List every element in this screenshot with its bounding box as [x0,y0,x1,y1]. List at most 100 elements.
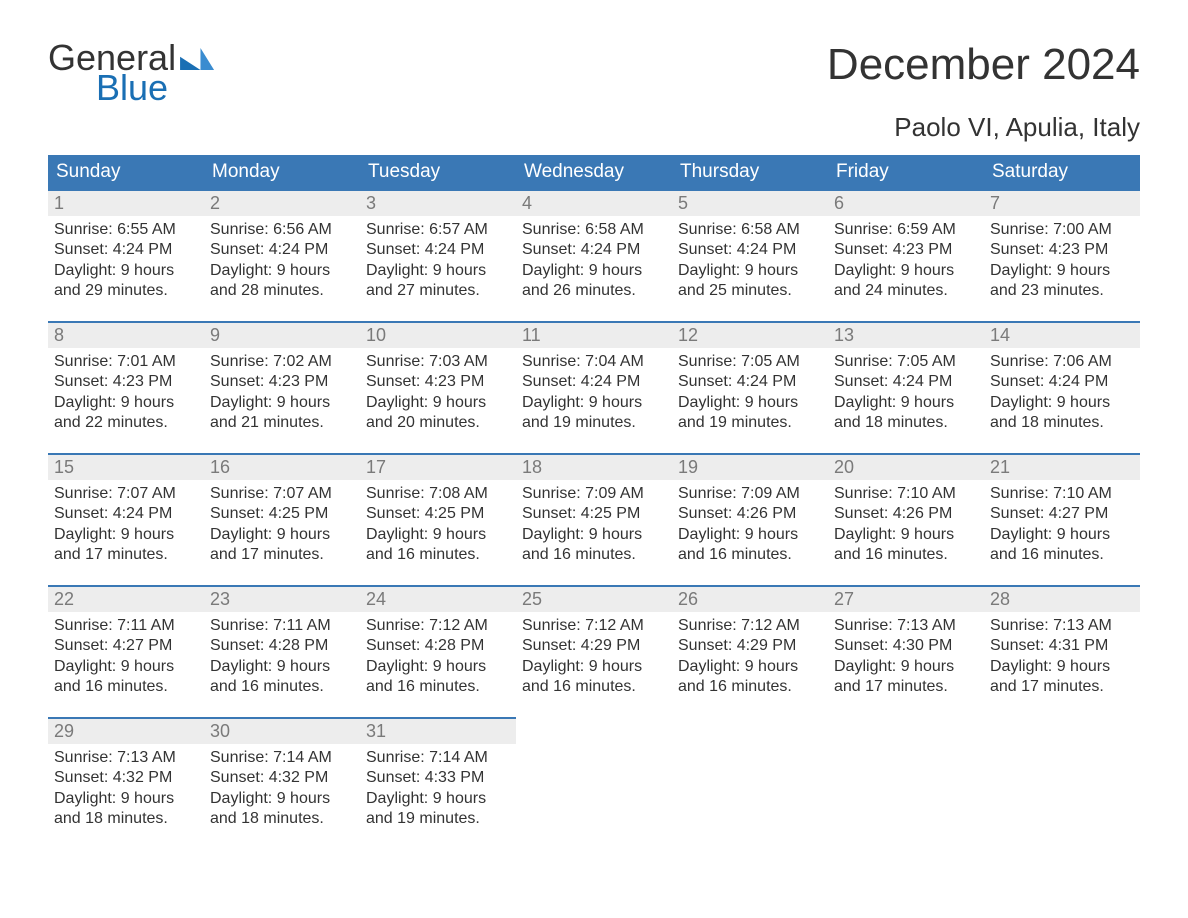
day-number: 26 [672,585,828,612]
calendar-table: SundayMondayTuesdayWednesdayThursdayFrid… [48,155,1140,849]
daylight-line1: Daylight: 9 hours [990,261,1134,281]
daylight-line2: and 16 minutes. [366,677,510,697]
day-body: Sunrise: 6:59 AMSunset: 4:23 PMDaylight:… [828,216,984,306]
sunrise-text: Sunrise: 7:00 AM [990,220,1134,240]
daylight-line1: Daylight: 9 hours [210,657,354,677]
daylight-line2: and 16 minutes. [834,545,978,565]
calendar-cell [984,717,1140,849]
day-body: Sunrise: 7:12 AMSunset: 4:29 PMDaylight:… [516,612,672,702]
sunset-text: Sunset: 4:25 PM [210,504,354,524]
daylight-line2: and 17 minutes. [210,545,354,565]
day-body: Sunrise: 7:11 AMSunset: 4:27 PMDaylight:… [48,612,204,702]
daylight-line2: and 29 minutes. [54,281,198,301]
daylight-line1: Daylight: 9 hours [54,261,198,281]
daylight-line2: and 18 minutes. [210,809,354,829]
day-body: Sunrise: 7:05 AMSunset: 4:24 PMDaylight:… [672,348,828,438]
daylight-line1: Daylight: 9 hours [522,657,666,677]
sunrise-text: Sunrise: 7:03 AM [366,352,510,372]
sunset-text: Sunset: 4:26 PM [834,504,978,524]
weekday-header: Sunday [48,155,204,189]
daylight-line2: and 17 minutes. [834,677,978,697]
calendar-row: 8Sunrise: 7:01 AMSunset: 4:23 PMDaylight… [48,321,1140,453]
daylight-line1: Daylight: 9 hours [54,789,198,809]
daylight-line1: Daylight: 9 hours [522,525,666,545]
calendar-cell: 6Sunrise: 6:59 AMSunset: 4:23 PMDaylight… [828,189,984,321]
day-body: Sunrise: 7:07 AMSunset: 4:25 PMDaylight:… [204,480,360,570]
daylight-line2: and 22 minutes. [54,413,198,433]
daylight-line1: Daylight: 9 hours [522,261,666,281]
daylight-line2: and 16 minutes. [54,677,198,697]
day-number: 6 [828,189,984,216]
daylight-line1: Daylight: 9 hours [210,789,354,809]
calendar-cell: 4Sunrise: 6:58 AMSunset: 4:24 PMDaylight… [516,189,672,321]
sunset-text: Sunset: 4:24 PM [678,372,822,392]
calendar-row: 22Sunrise: 7:11 AMSunset: 4:27 PMDayligh… [48,585,1140,717]
sunrise-text: Sunrise: 7:01 AM [54,352,198,372]
day-body: Sunrise: 7:14 AMSunset: 4:32 PMDaylight:… [204,744,360,834]
daylight-line2: and 19 minutes. [678,413,822,433]
day-number: 11 [516,321,672,348]
day-number: 4 [516,189,672,216]
sunset-text: Sunset: 4:29 PM [522,636,666,656]
sunset-text: Sunset: 4:32 PM [54,768,198,788]
day-body: Sunrise: 7:06 AMSunset: 4:24 PMDaylight:… [984,348,1140,438]
sunset-text: Sunset: 4:28 PM [366,636,510,656]
sunset-text: Sunset: 4:24 PM [54,240,198,260]
day-body: Sunrise: 7:07 AMSunset: 4:24 PMDaylight:… [48,480,204,570]
weekday-header: Monday [204,155,360,189]
calendar-cell: 11Sunrise: 7:04 AMSunset: 4:24 PMDayligh… [516,321,672,453]
daylight-line2: and 16 minutes. [522,545,666,565]
day-number: 10 [360,321,516,348]
day-body: Sunrise: 7:10 AMSunset: 4:26 PMDaylight:… [828,480,984,570]
sunrise-text: Sunrise: 7:10 AM [834,484,978,504]
sunset-text: Sunset: 4:24 PM [522,240,666,260]
daylight-line2: and 16 minutes. [210,677,354,697]
sunrise-text: Sunrise: 7:05 AM [678,352,822,372]
calendar-cell: 24Sunrise: 7:12 AMSunset: 4:28 PMDayligh… [360,585,516,717]
sunset-text: Sunset: 4:31 PM [990,636,1134,656]
calendar-cell: 26Sunrise: 7:12 AMSunset: 4:29 PMDayligh… [672,585,828,717]
sunset-text: Sunset: 4:33 PM [366,768,510,788]
day-number: 13 [828,321,984,348]
day-body: Sunrise: 7:11 AMSunset: 4:28 PMDaylight:… [204,612,360,702]
daylight-line2: and 19 minutes. [366,809,510,829]
daylight-line2: and 18 minutes. [990,413,1134,433]
daylight-line1: Daylight: 9 hours [210,393,354,413]
calendar-cell: 3Sunrise: 6:57 AMSunset: 4:24 PMDaylight… [360,189,516,321]
page-title: December 2024 [827,40,1140,90]
day-number: 7 [984,189,1140,216]
sunrise-text: Sunrise: 7:02 AM [210,352,354,372]
day-number: 20 [828,453,984,480]
sunrise-text: Sunrise: 7:13 AM [54,748,198,768]
sunset-text: Sunset: 4:24 PM [366,240,510,260]
daylight-line1: Daylight: 9 hours [990,657,1134,677]
day-number: 28 [984,585,1140,612]
sunset-text: Sunset: 4:25 PM [366,504,510,524]
sunrise-text: Sunrise: 7:04 AM [522,352,666,372]
day-number: 25 [516,585,672,612]
calendar-cell: 12Sunrise: 7:05 AMSunset: 4:24 PMDayligh… [672,321,828,453]
sunset-text: Sunset: 4:27 PM [54,636,198,656]
sunrise-text: Sunrise: 7:09 AM [678,484,822,504]
day-number: 17 [360,453,516,480]
calendar-cell: 15Sunrise: 7:07 AMSunset: 4:24 PMDayligh… [48,453,204,585]
day-body: Sunrise: 7:14 AMSunset: 4:33 PMDaylight:… [360,744,516,834]
daylight-line1: Daylight: 9 hours [990,525,1134,545]
sunset-text: Sunset: 4:23 PM [990,240,1134,260]
day-body: Sunrise: 7:13 AMSunset: 4:30 PMDaylight:… [828,612,984,702]
sunrise-text: Sunrise: 7:07 AM [54,484,198,504]
calendar-cell: 13Sunrise: 7:05 AMSunset: 4:24 PMDayligh… [828,321,984,453]
day-number: 12 [672,321,828,348]
calendar-cell: 29Sunrise: 7:13 AMSunset: 4:32 PMDayligh… [48,717,204,849]
sunrise-text: Sunrise: 6:55 AM [54,220,198,240]
day-number: 18 [516,453,672,480]
sunrise-text: Sunrise: 7:09 AM [522,484,666,504]
calendar-cell: 10Sunrise: 7:03 AMSunset: 4:23 PMDayligh… [360,321,516,453]
day-number: 2 [204,189,360,216]
logo-triangle-icon [180,48,214,70]
calendar-cell: 1Sunrise: 6:55 AMSunset: 4:24 PMDaylight… [48,189,204,321]
daylight-line1: Daylight: 9 hours [366,261,510,281]
sunset-text: Sunset: 4:24 PM [210,240,354,260]
daylight-line2: and 16 minutes. [678,545,822,565]
sunset-text: Sunset: 4:26 PM [678,504,822,524]
